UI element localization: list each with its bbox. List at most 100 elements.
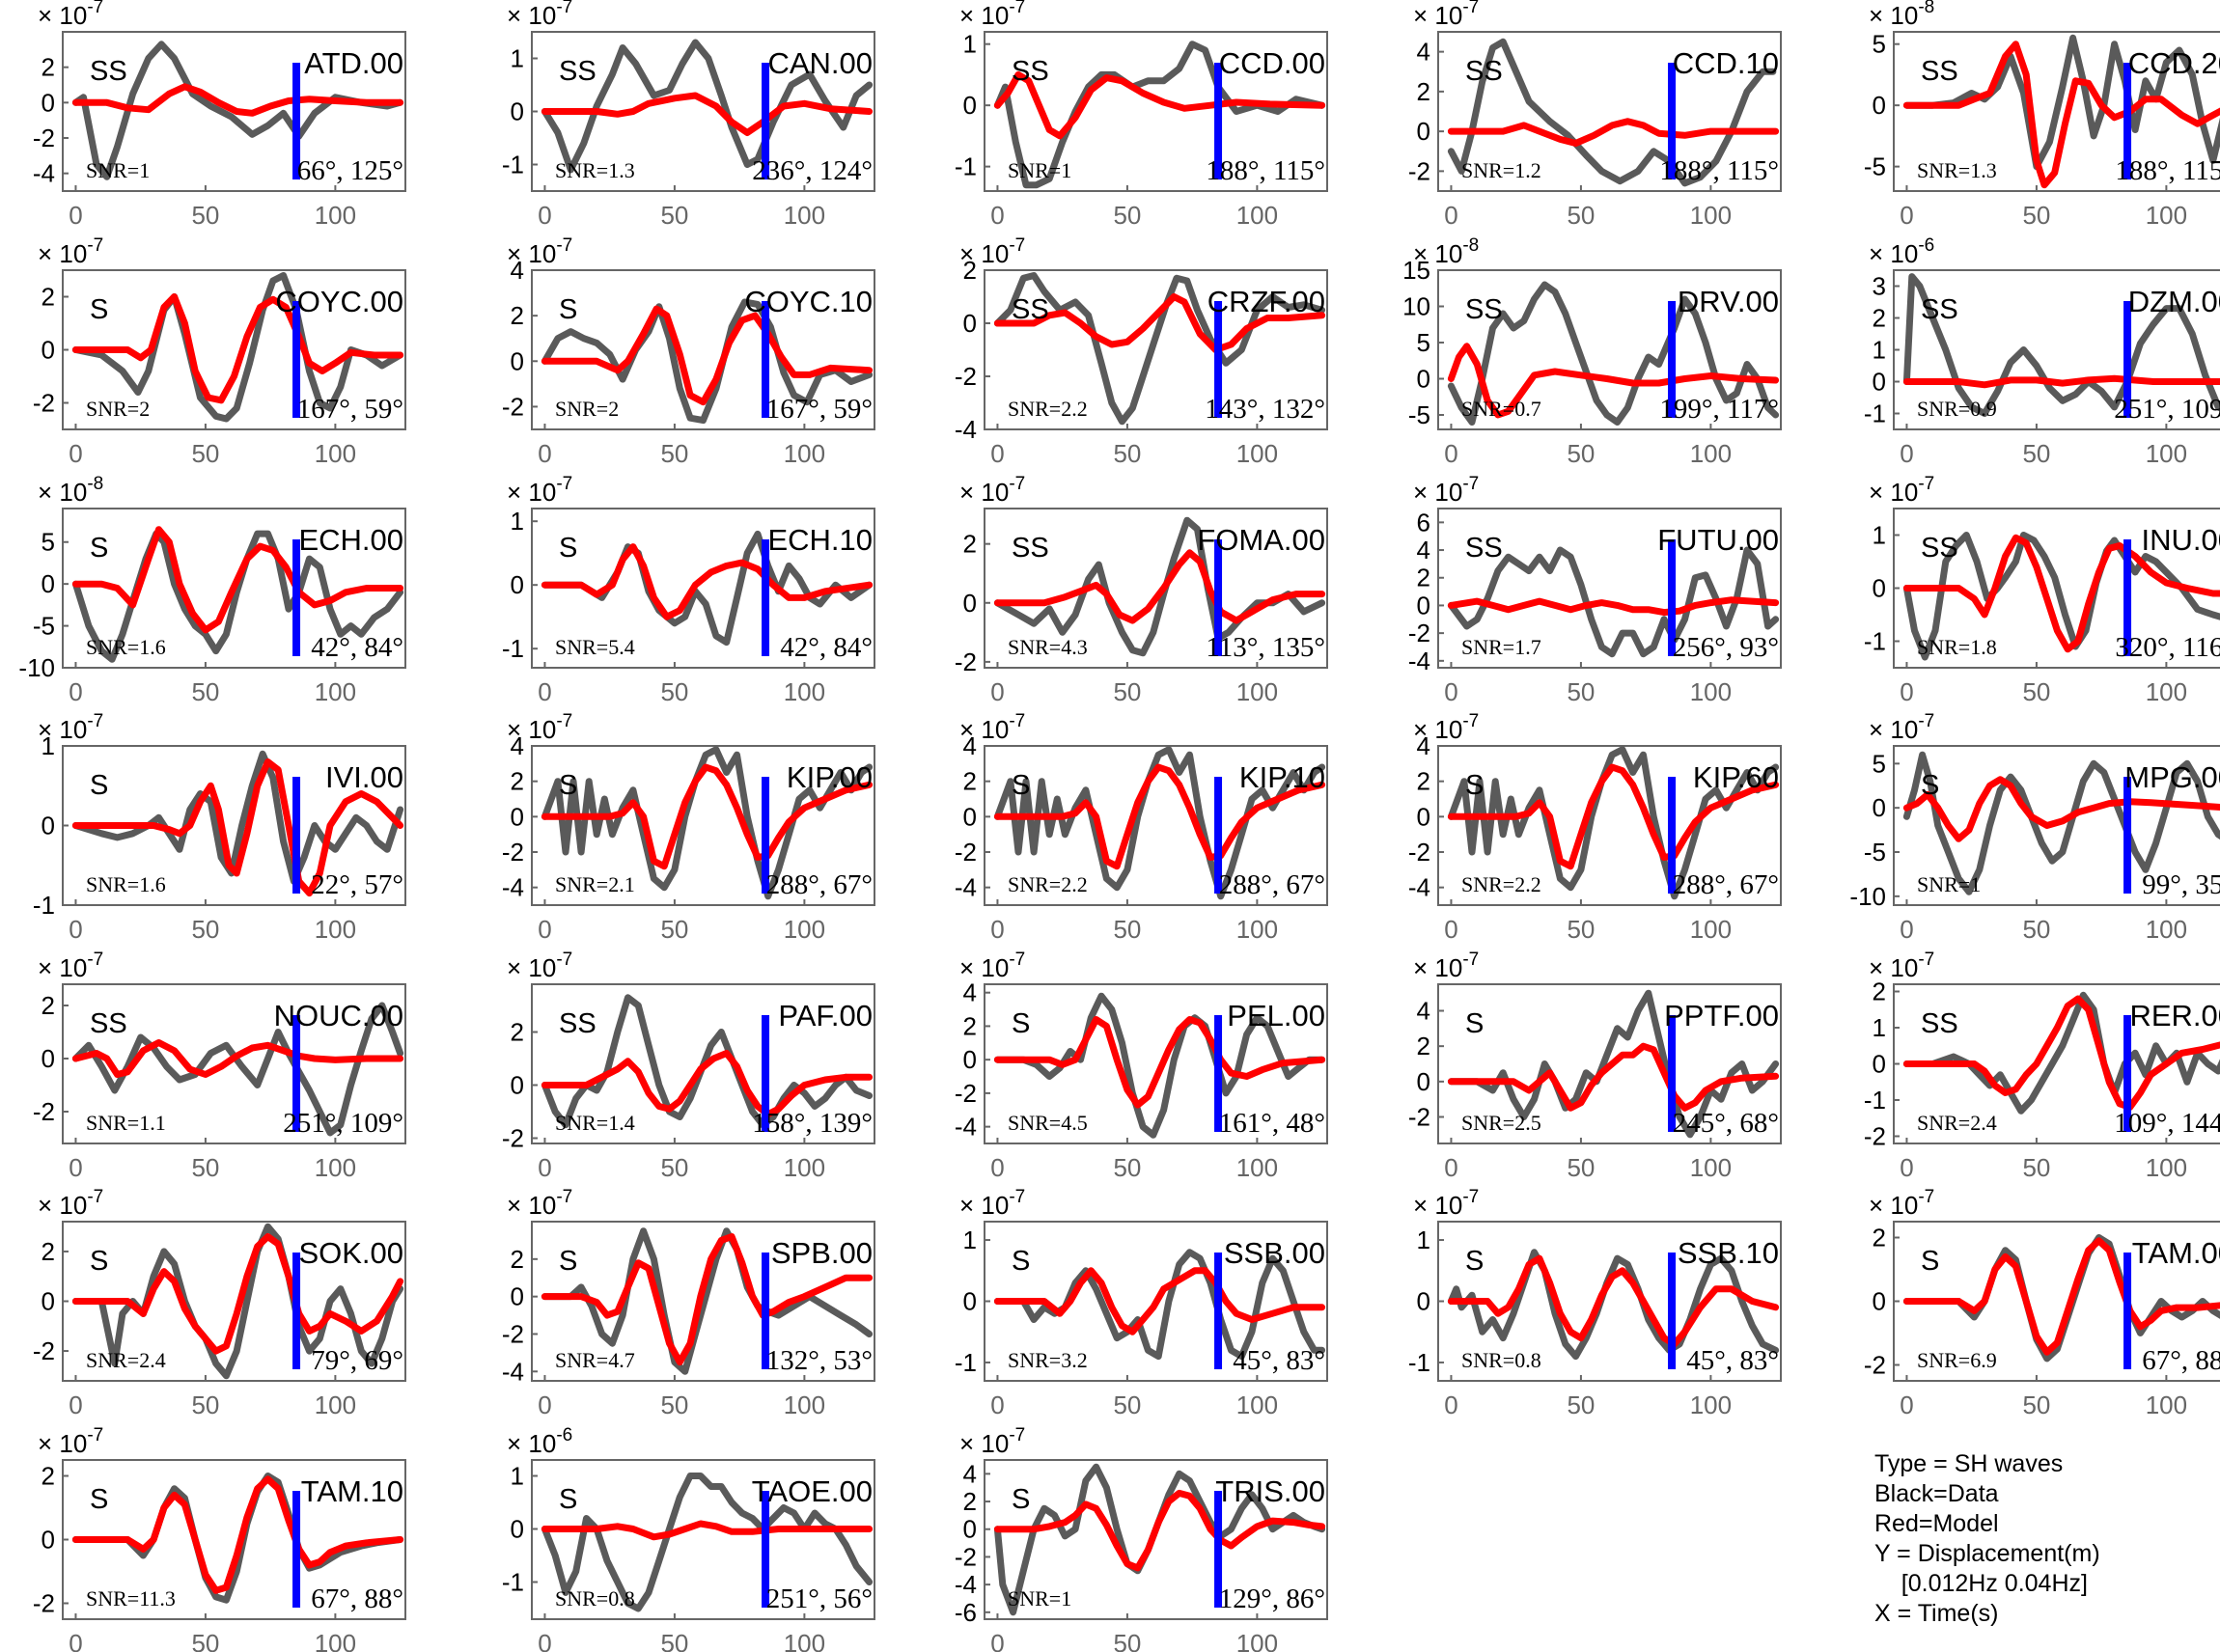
y-tick-label: 0 (1417, 365, 1430, 394)
x-tick-label: 50 (1113, 439, 1141, 468)
x-tick-label: 50 (1567, 1153, 1595, 1182)
data-trace (71, 1002, 404, 1137)
x-tick-label: 50 (2022, 1153, 2050, 1182)
y-tick-label: -2 (1408, 619, 1430, 647)
x-tick-label: 50 (2022, 201, 2050, 230)
x-tick-label: 0 (990, 915, 1004, 944)
data-trace (993, 272, 1326, 426)
scale-label: × 10-8 (1869, 0, 1934, 30)
model-trace (993, 763, 1326, 870)
snr-label: SNR=1.7 (1461, 635, 1541, 659)
y-tick-label: 0 (42, 336, 55, 365)
data-trace (1902, 991, 2220, 1115)
x-tick-label: 50 (660, 677, 688, 706)
scale-label: × 10-7 (1413, 711, 1479, 744)
snr-label: SNR=6.9 (1917, 1348, 1997, 1372)
station-label: CCD.20 (2128, 46, 2220, 80)
snr-label: SNR=1.4 (555, 1111, 635, 1135)
phase-label: S (90, 294, 108, 325)
panel-pptf-00: -2 0 2 4 0 50 100 × 10-7 S PPTF.00 SNR=2.5 245°, 68… (1408, 950, 1782, 1182)
x-tick-label: 0 (1444, 1390, 1457, 1419)
x-tick-label: 100 (315, 677, 356, 706)
model-trace (993, 1016, 1326, 1109)
y-tick-label: -2 (955, 647, 977, 676)
y-tick-label: 4 (511, 256, 524, 285)
panel-coyc-10: -2 0 2 4 0 50 100 × 10-7 S COYC.10 SNR=2 167°, 59° (502, 235, 875, 468)
snr-label: SNR=11.3 (86, 1586, 176, 1611)
phase-label: SS (1921, 533, 1958, 564)
data-trace (1447, 546, 1780, 658)
x-tick-label: 0 (1444, 201, 1457, 230)
axes-box (531, 1459, 875, 1620)
angles-label: 45°, 83° (1233, 1345, 1325, 1376)
x-tick-label: 100 (2146, 677, 2187, 706)
y-tick-label: 4 (963, 978, 977, 1007)
y-tick-label: -2 (955, 838, 977, 867)
phase-label: S (559, 1246, 577, 1277)
y-tick-label: 1 (1873, 1013, 1886, 1042)
x-tick-label: 0 (538, 1153, 551, 1182)
panel-ech-10: -1 0 1 0 50 100 × 10-7 S ECH.10 SNR=5.4 42°, 84° (502, 474, 875, 706)
x-tick-label: 50 (660, 1153, 688, 1182)
y-tick-label: 0 (42, 1044, 55, 1073)
angles-label: 42°, 84° (780, 632, 873, 663)
snr-label: SNR=4.5 (1008, 1111, 1088, 1135)
panel-inu-00: -1 0 1 0 50 100 × 10-7 SS INU.00 SNR=1.8 320°, 116… (1864, 474, 2220, 706)
scale-label: × 10-7 (1413, 474, 1479, 507)
scale-label: × 10-7 (507, 474, 572, 507)
phase-label: S (90, 770, 108, 801)
x-tick-label: 50 (1113, 677, 1141, 706)
x-tick-label: 0 (538, 1629, 551, 1652)
model-trace (1447, 763, 1780, 870)
station-label: TAM.10 (301, 1474, 403, 1508)
x-tick-label: 100 (1690, 915, 1732, 944)
phase-label: S (1012, 1246, 1030, 1277)
y-tick-label: 0 (42, 1287, 55, 1316)
y-tick-label: -1 (502, 151, 524, 179)
panel-kip-60: -4 -2 0 2 4 0 50 100 × 10-7 S KIP.60 SNR=2.2 288°, 6… (1408, 711, 1782, 944)
y-tick-label: 0 (42, 88, 55, 117)
scale-label: × 10-7 (507, 1187, 572, 1220)
y-tick-label: 2 (963, 767, 977, 796)
x-tick-label: 0 (1444, 439, 1457, 468)
x-tick-label: 50 (1567, 439, 1595, 468)
y-tick-label: 1 (963, 1225, 977, 1254)
station-label: CCD.10 (1673, 46, 1779, 80)
station-label: CCD.00 (1219, 46, 1325, 80)
station-label: SSB.10 (1678, 1236, 1779, 1270)
y-tick-label: 2 (511, 767, 524, 796)
x-tick-label: 0 (990, 201, 1004, 230)
y-tick-label: 0 (1873, 91, 1886, 120)
phase-label: S (559, 770, 577, 801)
y-tick-label: 2 (42, 1462, 55, 1491)
panel-ccd-10: -2 0 2 4 0 50 100 × 10-7 SS CCD.10 SNR=1.2 188°, 11… (1408, 0, 1782, 230)
phase-label: SS (559, 56, 597, 87)
data-trace (1902, 273, 2220, 417)
y-tick-label: 2 (963, 1487, 977, 1516)
panel-nouc-00: -2 0 2 0 50 100 × 10-7 SS NOUC.00 SNR=1.1 251°, 10… (33, 950, 406, 1182)
panel-can-00: -1 0 1 0 50 100 × 10-7 SS CAN.00 SNR=1.3 236°, 124… (502, 0, 875, 230)
snr-label: SNR=1 (86, 158, 150, 182)
phase-label: SS (1921, 56, 1958, 87)
scale-label: × 10-7 (1869, 474, 1934, 507)
angles-label: 99°, 35° (2142, 869, 2220, 900)
y-tick-label: -2 (955, 1542, 977, 1571)
snr-label: SNR=1.3 (1917, 158, 1997, 182)
phase-label: SS (1465, 533, 1503, 564)
x-tick-label: 100 (1236, 439, 1278, 468)
snr-label: SNR=1.6 (86, 872, 166, 896)
scale-label: × 10-7 (959, 1425, 1025, 1458)
data-trace (541, 1227, 874, 1375)
x-tick-label: 50 (2022, 1390, 2050, 1419)
y-tick-label: 5 (1873, 749, 1886, 778)
y-tick-label: 0 (963, 1515, 977, 1544)
y-tick-label: -1 (1864, 1086, 1886, 1115)
station-label: CAN.00 (767, 46, 873, 80)
x-tick-label: 100 (315, 915, 356, 944)
phase-label: S (559, 1484, 577, 1515)
panel-ccd-00: -1 0 1 0 50 100 × 10-7 SS CCD.00 SNR=1 188°, 115° (955, 0, 1328, 230)
phase-label: S (1465, 1246, 1484, 1277)
angles-label: 109°, 144° (2114, 1108, 2220, 1139)
